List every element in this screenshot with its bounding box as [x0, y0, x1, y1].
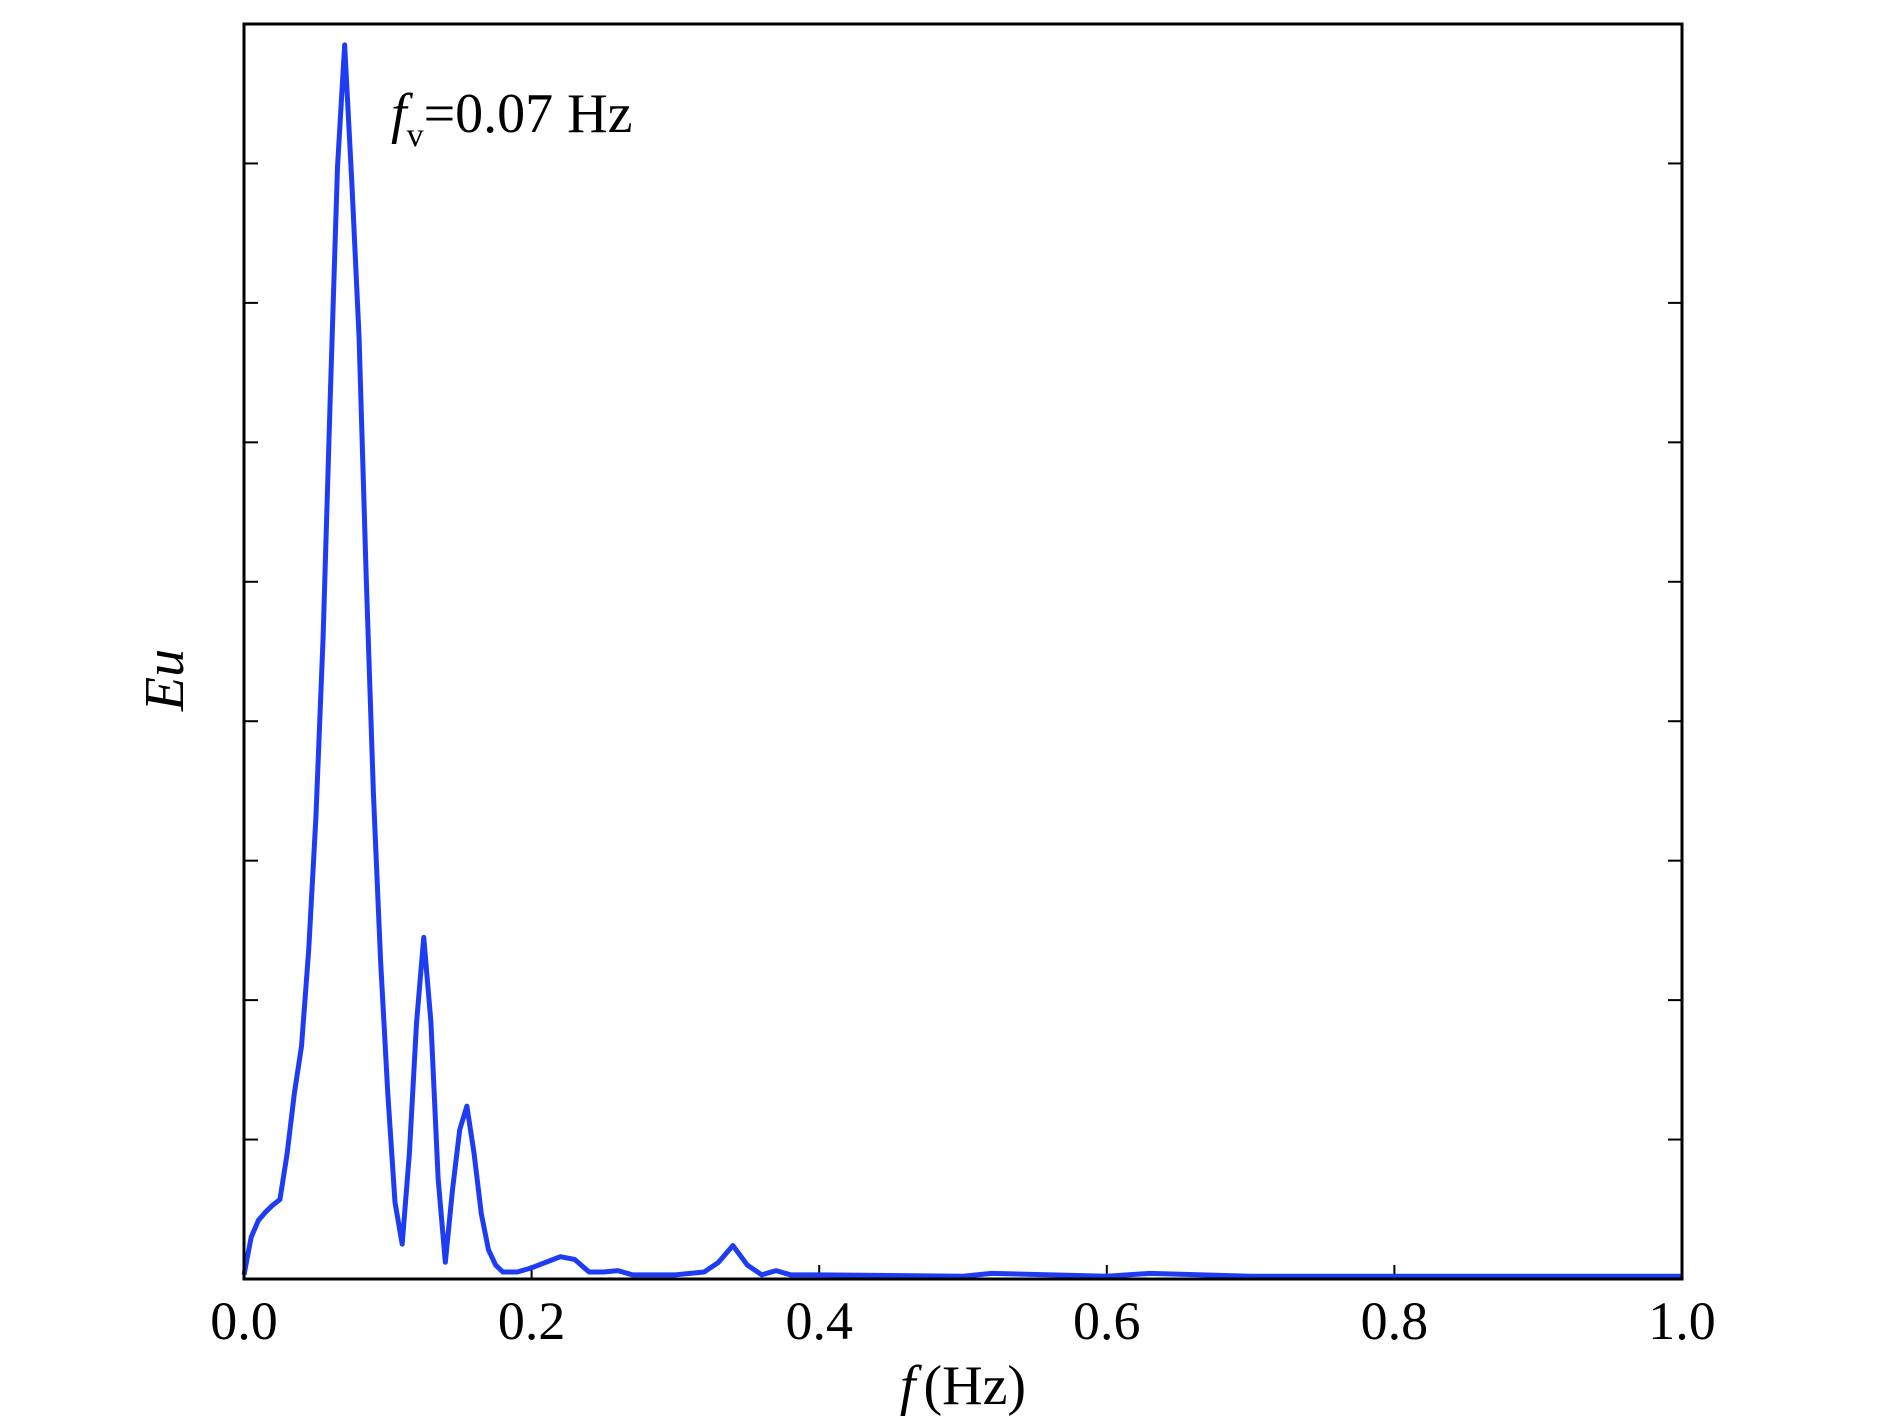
x-tick-label: 0.0 — [210, 1291, 278, 1351]
x-tick-label: 1.0 — [1648, 1291, 1716, 1351]
annotation-text: =0.07 Hz — [424, 83, 633, 145]
x-tick-label: 0.6 — [1073, 1291, 1141, 1351]
annotation: fv=0.07 Hz — [391, 83, 632, 154]
x-tick-label: 0.8 — [1361, 1291, 1429, 1351]
line — [241, 42, 1682, 1279]
x-tick-label: 0.2 — [498, 1291, 566, 1351]
x-axis-symbol: f — [900, 1355, 923, 1417]
x-axis-label: f (Hz) — [900, 1355, 1026, 1417]
x-tick-label: 0.4 — [785, 1291, 853, 1351]
x-axis-unit: (Hz) — [923, 1355, 1026, 1417]
annotation-subscript: v — [407, 117, 424, 154]
y-axis-label: Eu — [134, 649, 196, 712]
plot-frame — [242, 22, 1684, 1281]
